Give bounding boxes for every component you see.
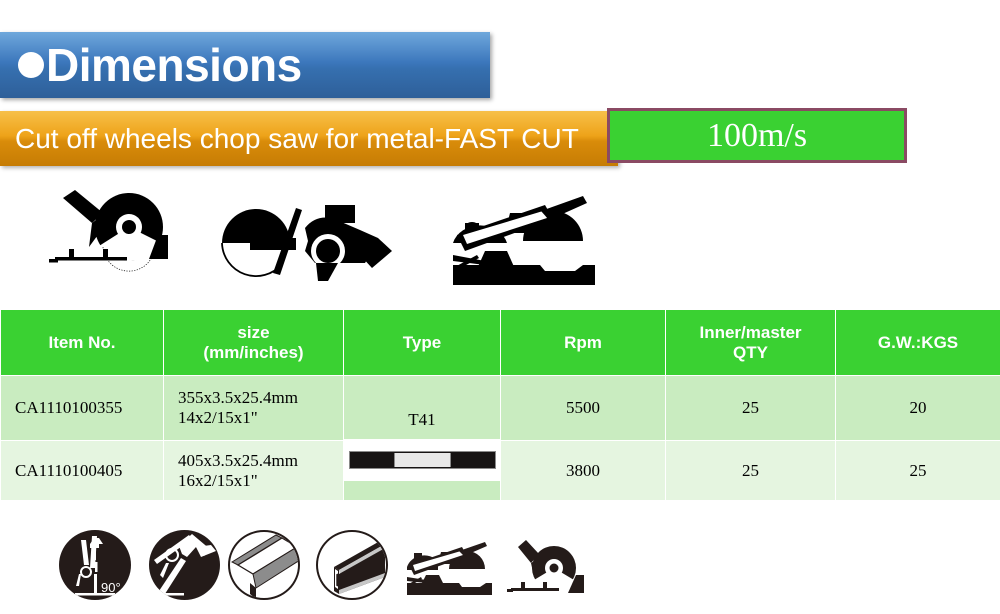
svg-text:90°: 90°	[101, 580, 121, 595]
